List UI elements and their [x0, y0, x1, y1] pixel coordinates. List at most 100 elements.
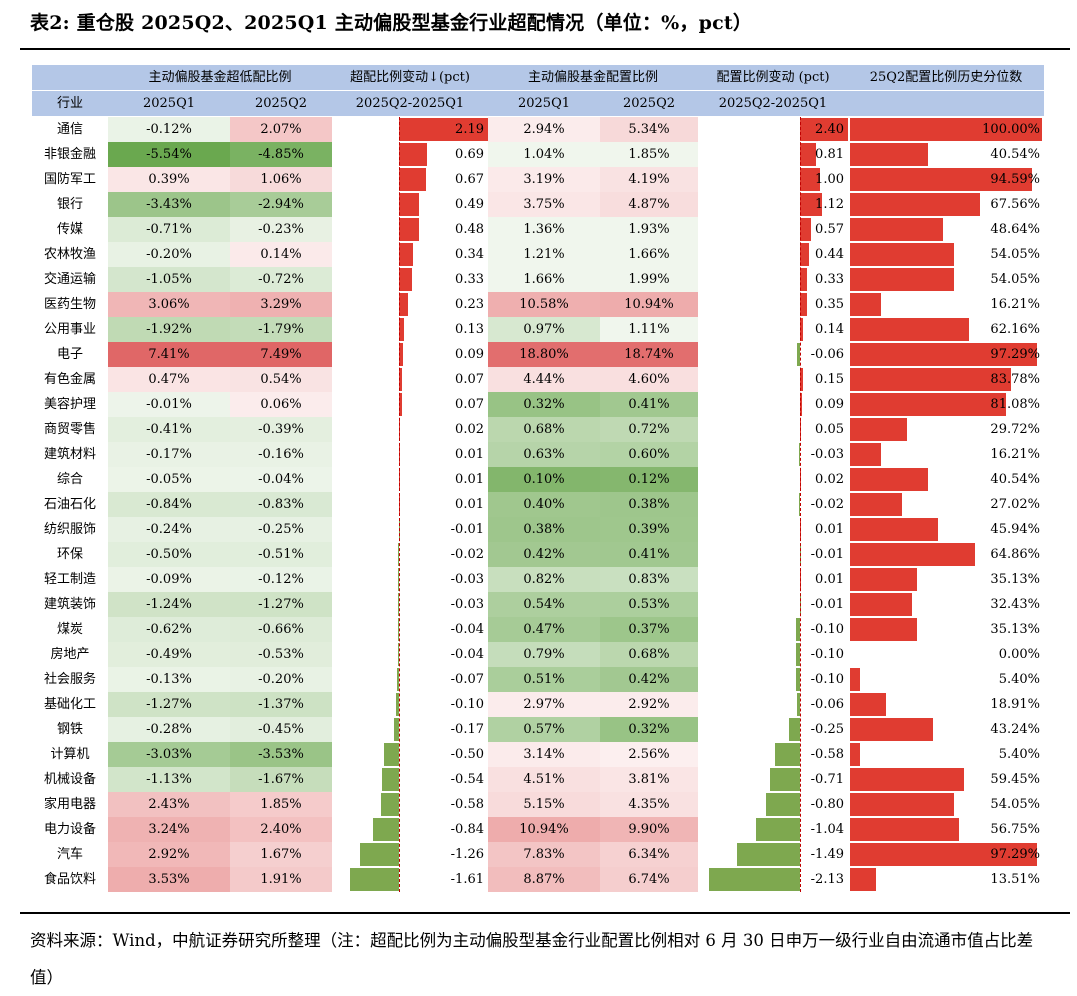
overweight-q1-cell: -0.17%: [108, 442, 230, 467]
allocation-change-value: -1.49: [698, 842, 848, 867]
overweight-q1-cell: -0.20%: [108, 242, 230, 267]
overweight-q2-cell: 0.06%: [230, 392, 332, 417]
header-alloc-q1: 2025Q1: [488, 91, 600, 116]
overweight-q2-cell: -1.67%: [230, 767, 332, 792]
header-alloc-diff: 2025Q2-2025Q1: [698, 91, 848, 116]
allocation-change-value: 0.35: [698, 292, 848, 317]
allocation-change-value: -0.10: [698, 667, 848, 692]
allocation-change-zero-line: [800, 117, 801, 892]
overweight-q1-cell: -0.62%: [108, 617, 230, 642]
overweight-q2-cell: -1.27%: [230, 592, 332, 617]
overweight-change-value: -1.61: [332, 867, 488, 892]
allocation-q1-cell: 10.94%: [488, 817, 600, 842]
overweight-change-value: 0.02: [332, 417, 488, 442]
overweight-q1-cell: -0.24%: [108, 517, 230, 542]
allocation-q2-cell: 2.92%: [600, 692, 698, 717]
overweight-change-value: -0.03: [332, 567, 488, 592]
overweight-q1-cell: -0.09%: [108, 567, 230, 592]
allocation-change-value: -0.58: [698, 742, 848, 767]
industry-name: 电子: [32, 342, 108, 367]
percentile-value: 62.16%: [848, 317, 1044, 342]
overweight-q2-cell: -0.51%: [230, 542, 332, 567]
allocation-change-value: -0.01: [698, 542, 848, 567]
allocation-q2-cell: 3.81%: [600, 767, 698, 792]
allocation-q2-cell: 0.68%: [600, 642, 698, 667]
industry-name: 煤炭: [32, 617, 108, 642]
percentile-value: 83.78%: [848, 367, 1044, 392]
industry-name: 美容护理: [32, 392, 108, 417]
header-ow-q2: 2025Q2: [230, 91, 332, 116]
overweight-change-value: 0.01: [332, 467, 488, 492]
percentile-value: 94.59%: [848, 167, 1044, 192]
percentile-value: 54.05%: [848, 242, 1044, 267]
industry-name: 房地产: [32, 642, 108, 667]
percentile-value: 81.08%: [848, 392, 1044, 417]
allocation-change-value: -0.10: [698, 642, 848, 667]
allocation-q2-cell: 4.87%: [600, 192, 698, 217]
percentile-value: 43.24%: [848, 717, 1044, 742]
overweight-q1-cell: -1.27%: [108, 692, 230, 717]
overweight-q1-cell: 3.06%: [108, 292, 230, 317]
overweight-q2-cell: -0.20%: [230, 667, 332, 692]
overweight-q2-cell: 0.54%: [230, 367, 332, 392]
percentile-value: 29.72%: [848, 417, 1044, 442]
industry-name: 计算机: [32, 742, 108, 767]
overweight-q1-cell: -5.54%: [108, 142, 230, 167]
percentile-value: 16.21%: [848, 442, 1044, 467]
industry-name: 非银金融: [32, 142, 108, 167]
percentile-value: 40.54%: [848, 467, 1044, 492]
overweight-q1-cell: -1.05%: [108, 267, 230, 292]
industry-name: 有色金属: [32, 367, 108, 392]
allocation-q1-cell: 0.32%: [488, 392, 600, 417]
industry-name: 农林牧渔: [32, 242, 108, 267]
allocation-q1-cell: 10.58%: [488, 292, 600, 317]
percentile-value: 45.94%: [848, 517, 1044, 542]
overweight-q2-cell: -1.37%: [230, 692, 332, 717]
percentile-value: 0.00%: [848, 642, 1044, 667]
allocation-q2-cell: 9.90%: [600, 817, 698, 842]
overweight-q1-cell: -3.43%: [108, 192, 230, 217]
overweight-q2-cell: -0.66%: [230, 617, 332, 642]
overweight-q1-cell: -0.41%: [108, 417, 230, 442]
overweight-change-value: 0.09: [332, 342, 488, 367]
allocation-q1-cell: 8.87%: [488, 867, 600, 892]
allocation-q2-cell: 10.94%: [600, 292, 698, 317]
overweight-q1-cell: -0.05%: [108, 467, 230, 492]
allocation-change-value: 0.01: [698, 567, 848, 592]
overweight-q2-cell: 0.14%: [230, 242, 332, 267]
allocation-q1-cell: 0.79%: [488, 642, 600, 667]
allocation-change-value: 2.40: [698, 117, 848, 142]
allocation-q1-cell: 0.40%: [488, 492, 600, 517]
overweight-q2-cell: 3.29%: [230, 292, 332, 317]
overweight-change-value: -0.01: [332, 517, 488, 542]
overweight-q2-cell: -3.53%: [230, 742, 332, 767]
industry-name: 基础化工: [32, 692, 108, 717]
allocation-q1-cell: 0.42%: [488, 542, 600, 567]
allocation-q1-cell: 0.63%: [488, 442, 600, 467]
allocation-q2-cell: 6.74%: [600, 867, 698, 892]
allocation-q2-cell: 0.12%: [600, 467, 698, 492]
percentile-value: 35.13%: [848, 617, 1044, 642]
percentile-value: 16.21%: [848, 292, 1044, 317]
overweight-q1-cell: -0.49%: [108, 642, 230, 667]
percentile-value: 48.64%: [848, 217, 1044, 242]
allocation-q1-cell: 0.51%: [488, 667, 600, 692]
industry-name: 国防军工: [32, 167, 108, 192]
industry-name: 钢铁: [32, 717, 108, 742]
allocation-q1-cell: 18.80%: [488, 342, 600, 367]
allocation-q2-cell: 4.60%: [600, 367, 698, 392]
industry-name: 建筑材料: [32, 442, 108, 467]
industry-name: 公用事业: [32, 317, 108, 342]
overweight-q2-cell: -4.85%: [230, 142, 332, 167]
header-group-overweight: 主动偏股基金超低配比例: [108, 65, 332, 90]
industry-name: 家用电器: [32, 792, 108, 817]
allocation-q2-cell: 0.41%: [600, 392, 698, 417]
overweight-q2-cell: -0.45%: [230, 717, 332, 742]
allocation-change-value: 0.01: [698, 517, 848, 542]
overweight-q2-cell: 2.07%: [230, 117, 332, 142]
allocation-q1-cell: 3.19%: [488, 167, 600, 192]
industry-name: 建筑装饰: [32, 592, 108, 617]
overweight-change-value: -0.03: [332, 592, 488, 617]
allocation-q2-cell: 0.72%: [600, 417, 698, 442]
overweight-change-value: -0.10: [332, 692, 488, 717]
